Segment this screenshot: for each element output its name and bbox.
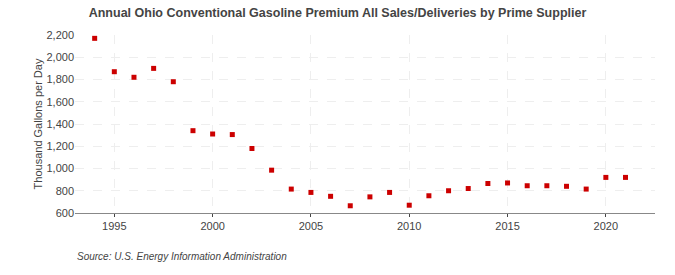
svg-text:2,000: 2,000 xyxy=(46,51,74,63)
svg-text:2010: 2010 xyxy=(397,220,421,232)
svg-text:2005: 2005 xyxy=(299,220,323,232)
svg-text:600: 600 xyxy=(56,207,74,219)
svg-text:1,800: 1,800 xyxy=(46,73,74,85)
svg-text:1,000: 1,000 xyxy=(46,162,74,174)
svg-text:Thousand Gallons per Day: Thousand Gallons per Day xyxy=(32,58,44,189)
svg-text:Source: U.S. Energy Informatio: Source: U.S. Energy Information Administ… xyxy=(77,251,287,262)
svg-text:1,400: 1,400 xyxy=(46,118,74,130)
svg-text:1995: 1995 xyxy=(102,220,126,232)
svg-text:2020: 2020 xyxy=(594,220,618,232)
svg-text:2000: 2000 xyxy=(200,220,224,232)
svg-text:1,200: 1,200 xyxy=(46,140,74,152)
svg-text:Annual Ohio Conventional Gasol: Annual Ohio Conventional Gasoline Premiu… xyxy=(89,6,587,20)
svg-text:2015: 2015 xyxy=(495,220,519,232)
svg-text:800: 800 xyxy=(56,185,74,197)
svg-text:1,600: 1,600 xyxy=(46,96,74,108)
svg-text:2,200: 2,200 xyxy=(46,29,74,41)
